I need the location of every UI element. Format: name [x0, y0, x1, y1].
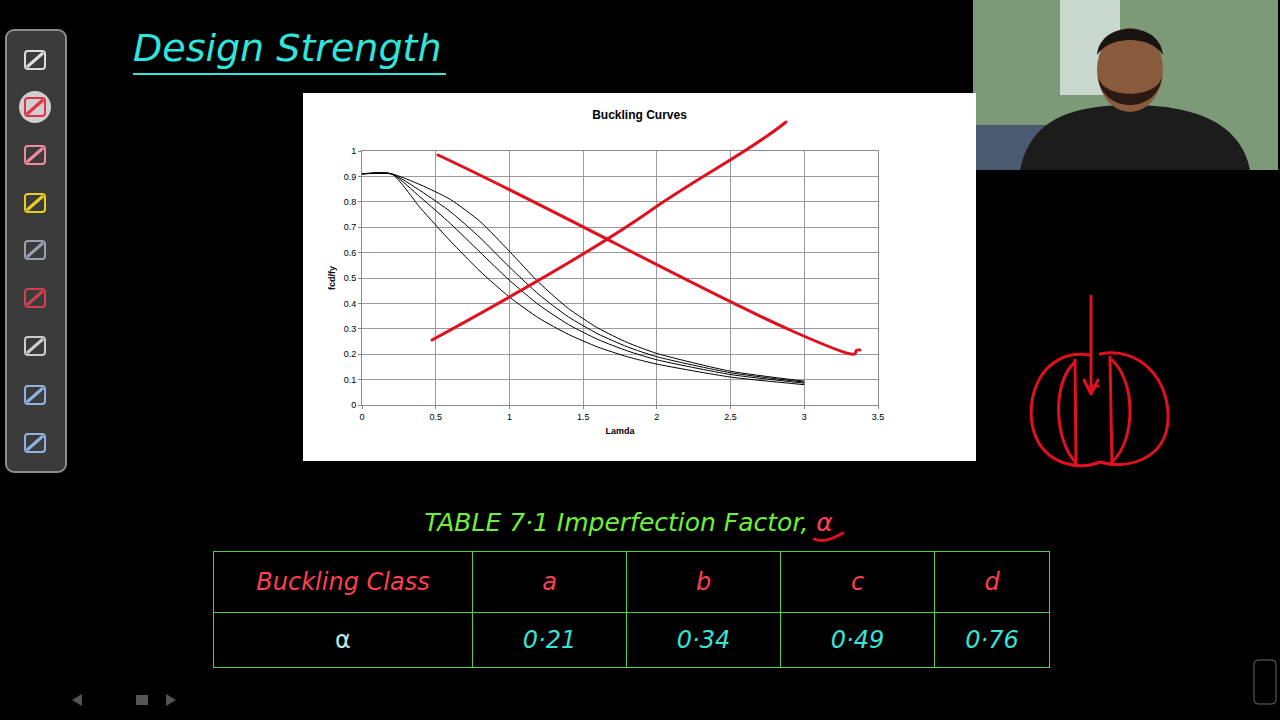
- html-text:Design Strength: Design Strength: [133, 26, 442, 70]
- svg-text:0.9: 0.9: [344, 172, 357, 182]
- svg-text:1: 1: [351, 146, 356, 156]
- svg-text:0.7: 0.7: [344, 222, 357, 232]
- svg-text:0.2: 0.2: [344, 349, 357, 359]
- svg-text:0.8: 0.8: [344, 197, 357, 207]
- html-text:c: c: [850, 568, 865, 596]
- svg-text:3: 3: [802, 412, 807, 422]
- svg-text:0.4: 0.4: [344, 299, 357, 309]
- html-text:0·21: 0·21: [522, 626, 577, 654]
- svg-text:0.1: 0.1: [344, 375, 357, 385]
- html-text:d: d: [984, 568, 1000, 596]
- svg-text:0.5: 0.5: [344, 273, 357, 283]
- svg-text:0: 0: [359, 412, 364, 422]
- svg-text:Lamda: Lamda: [605, 426, 635, 436]
- html-text:0·49: 0·49: [830, 626, 885, 654]
- html-text:a: a: [542, 568, 557, 596]
- svg-text:0.5: 0.5: [429, 412, 442, 422]
- svg-text:1.5: 1.5: [577, 412, 590, 422]
- html-text:b: b: [695, 568, 712, 596]
- svg-text:0: 0: [351, 400, 356, 410]
- svg-text:0.6: 0.6: [344, 248, 357, 258]
- html-text:0·76: 0·76: [965, 626, 1019, 654]
- html-text:0·34: 0·34: [676, 626, 731, 654]
- html-text:Buckling Class: Buckling Class: [256, 568, 430, 596]
- svg-text:fcd/fy: fcd/fy: [327, 266, 337, 290]
- svg-text:1: 1: [507, 412, 512, 422]
- svg-text:0.3: 0.3: [344, 324, 357, 334]
- html-text:α: α: [335, 626, 351, 654]
- svg-text:3.5: 3.5: [872, 412, 885, 422]
- svg-text:2.5: 2.5: [724, 412, 737, 422]
- svg-text:2: 2: [654, 412, 659, 422]
- svg-text:Buckling Curves: Buckling Curves: [592, 108, 687, 122]
- html-text:TABLE 7·1 Imperfection Factor,: TABLE 7·1 Imperfection Factor, α: [424, 508, 833, 537]
